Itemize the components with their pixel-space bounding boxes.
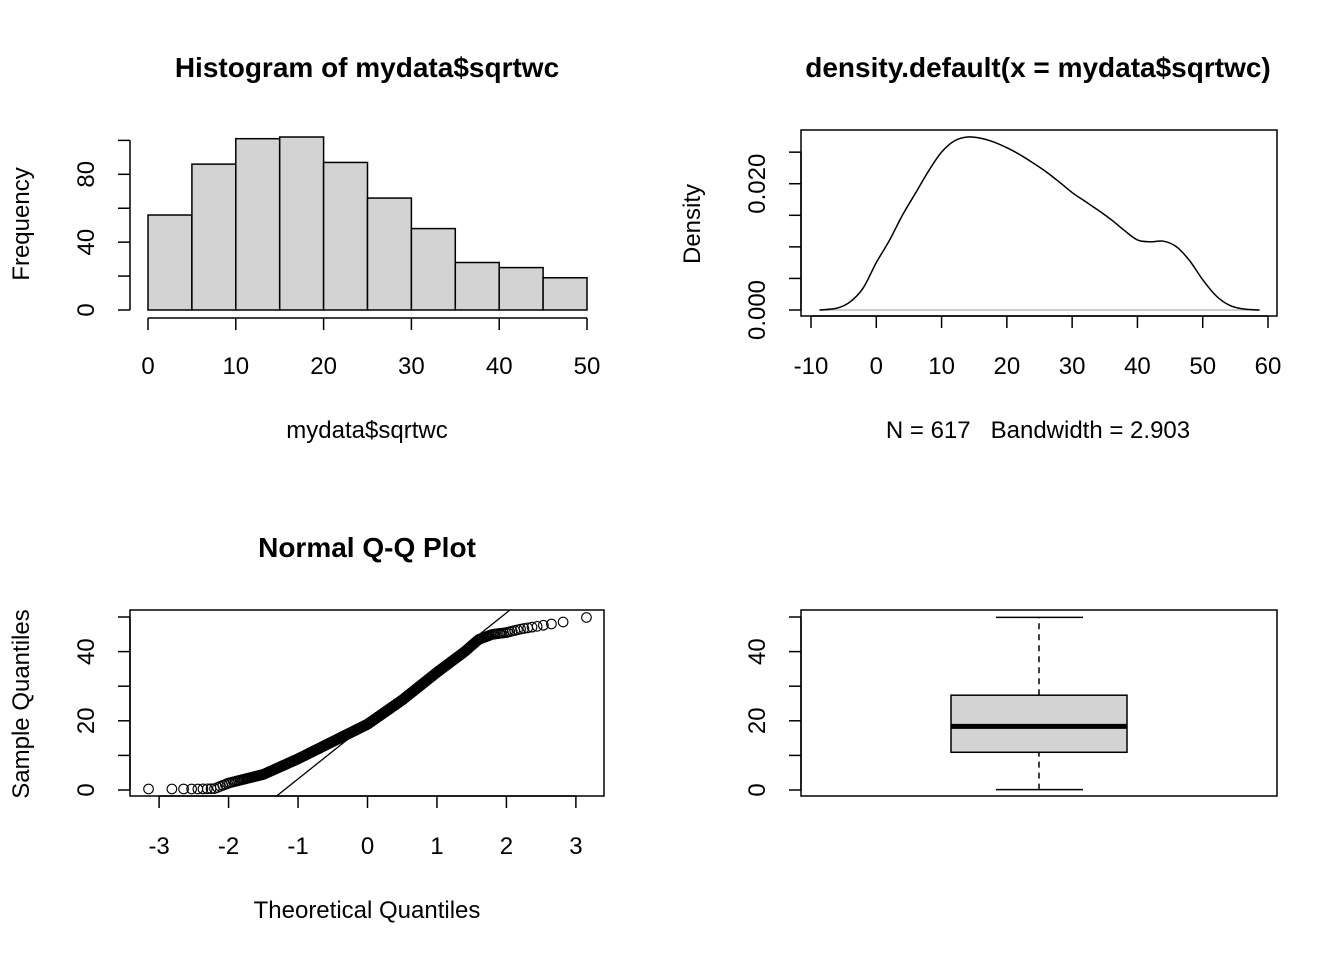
histogram-bar — [322, 161, 369, 311]
qq-point — [531, 620, 543, 632]
density-title: density.default(x = mydata$sqrtwc) — [805, 52, 1271, 83]
histogram-bar — [147, 214, 193, 311]
qq-x-tick-label: 2 — [500, 833, 513, 860]
boxplot-axes: 0 20 40 — [744, 616, 802, 797]
density-x-tick-label: 60 — [1255, 353, 1282, 380]
histogram-bar — [410, 227, 457, 311]
qq-x-tick-label: 3 — [569, 833, 582, 860]
histogram-x-tick-label: 10 — [222, 353, 249, 380]
boxplot-box — [950, 694, 1128, 754]
histogram-bar — [498, 266, 544, 311]
histogram-bar — [542, 277, 588, 311]
boxplot-y-tick-label: 20 — [744, 707, 771, 734]
histogram-bar — [454, 261, 500, 311]
boxplot-group — [950, 616, 1128, 791]
qq-y-tick-label: 40 — [73, 638, 100, 665]
qq-point — [581, 612, 592, 623]
density-curve-group — [819, 136, 1260, 311]
histogram-y-tick-label: 0 — [73, 303, 100, 316]
qq-plot-box — [129, 609, 605, 797]
qq-point — [538, 619, 549, 631]
density-x-tick-label: 20 — [994, 353, 1021, 380]
histogram-x-tick-label: 40 — [486, 353, 513, 380]
density-curve — [819, 136, 1260, 311]
boxplot-panel: 0 20 40 — [744, 609, 1278, 797]
qq-x-tick-label: -3 — [148, 833, 169, 860]
qq-point — [515, 623, 526, 635]
qq-title: Normal Q-Q Plot — [258, 532, 476, 563]
histogram-bar — [191, 163, 237, 311]
histogram-bar — [278, 136, 325, 311]
density-x-tick-label: 50 — [1189, 353, 1216, 380]
density-x-tick-label: -10 — [794, 353, 829, 380]
histogram-title: Histogram of mydata$sqrtwc — [175, 52, 559, 83]
qq-point — [526, 621, 538, 633]
histogram-y-tick-label: 80 — [73, 161, 100, 188]
density-x-tick-label: 10 — [928, 353, 955, 380]
density-panel: density.default(x = mydata$sqrtwc) N = 6… — [679, 52, 1281, 444]
qq-x-tick-label: -2 — [218, 833, 239, 860]
histogram-axes: 0 10 20 30 40 50 0 40 80 — [73, 139, 601, 380]
density-x-tick-label: 30 — [1059, 353, 1086, 380]
histogram-panel: Histogram of mydata$sqrtwc mydata$sqrtwc… — [8, 52, 600, 444]
qq-point — [201, 783, 213, 795]
histogram-x-tick-label: 30 — [398, 353, 425, 380]
qq-x-tick-label: 1 — [430, 833, 443, 860]
density-axes: -10 0 10 20 30 40 50 60 0.000 0.020 — [744, 151, 1282, 380]
density-y-tick-label: 0.000 — [744, 280, 771, 340]
histogram-bar — [366, 197, 413, 311]
qq-ylabel: Sample Quantiles — [8, 609, 35, 798]
histogram-x-tick-label: 0 — [141, 353, 154, 380]
qq-x-tick-label: 0 — [361, 833, 374, 860]
boxplot-y-tick-label: 0 — [744, 783, 771, 796]
qq-point — [197, 783, 209, 795]
density-x-tick-label: 0 — [870, 353, 883, 380]
histogram-ylabel: Frequency — [8, 167, 35, 280]
histogram-bars — [147, 136, 588, 311]
density-plot-box — [800, 129, 1278, 317]
histogram-x-tick-label: 20 — [310, 353, 337, 380]
histogram-y-tick-label: 40 — [73, 229, 100, 256]
qq-axes: -3 -2 -1 0 1 2 3 0 20 40 — [73, 616, 583, 860]
qq-x-tick-label: -1 — [287, 833, 308, 860]
histogram-bar — [235, 137, 281, 311]
qq-y-tick-label: 20 — [73, 707, 100, 734]
histogram-xlabel: mydata$sqrtwc — [286, 417, 447, 444]
qq-point — [166, 783, 178, 795]
density-ylabel: Density — [679, 184, 706, 264]
boxplot-y-tick-label: 40 — [744, 638, 771, 665]
density-x-tick-label: 40 — [1124, 353, 1151, 380]
qq-y-tick-label: 0 — [73, 783, 100, 796]
qq-panel: Normal Q-Q Plot Theoretical Quantiles Sa… — [8, 532, 605, 924]
qq-point — [518, 623, 530, 634]
qq-point — [143, 783, 154, 795]
density-y-tick-label: 0.020 — [744, 154, 771, 214]
qq-point — [178, 783, 189, 795]
qq-points-group — [143, 610, 592, 796]
qq-point — [557, 616, 569, 628]
qq-point — [186, 783, 197, 795]
histogram-x-tick-label: 50 — [574, 353, 601, 380]
density-xlabel: N = 617 Bandwidth = 2.903 — [886, 417, 1190, 444]
qq-xlabel: Theoretical Quantiles — [254, 897, 481, 924]
qq-point — [546, 618, 557, 630]
